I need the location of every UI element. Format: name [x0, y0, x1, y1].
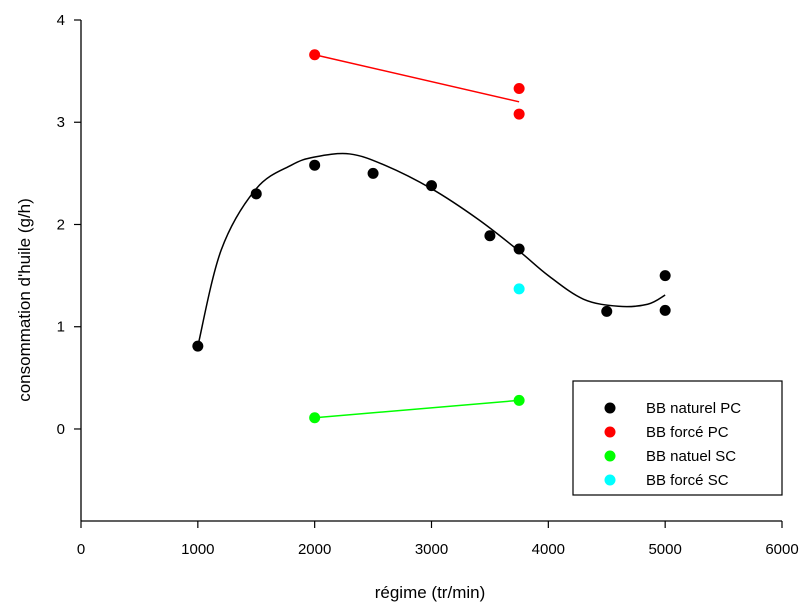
- y-tick-label: 2: [57, 216, 65, 233]
- y-tick-label: 4: [57, 12, 65, 29]
- data-points: [192, 49, 671, 424]
- x-tick-label: 2000: [298, 541, 331, 558]
- point-bb-forc-pc: [309, 49, 321, 61]
- legend: BB naturel PC BB forcé PC BB natuel SC BB f…: [572, 380, 783, 496]
- legend-label-bb-forc-sc: BB forcé SC: [646, 472, 729, 489]
- y-tick-label: 1: [57, 319, 65, 336]
- point-bb-naturel-pc: [250, 188, 262, 200]
- x-tick-label: 0: [77, 541, 85, 558]
- point-bb-naturel-pc: [484, 230, 496, 242]
- legend-marker-bb-forc-sc: [604, 474, 616, 486]
- legend-marker-bb-naturel-pc: [604, 402, 616, 414]
- y-tick-label: 0: [57, 421, 65, 438]
- point-bb-naturel-pc: [601, 305, 613, 317]
- legend-label-bb-natuel-sc: BB natuel SC: [646, 448, 736, 465]
- point-bb-forc-pc: [513, 108, 525, 120]
- fit-line-bb-natuel-sc: [314, 399, 520, 419]
- point-bb-naturel-pc: [367, 167, 379, 179]
- point-bb-natuel-sc: [309, 412, 321, 424]
- y-axis-title: consommation d'huile (g/h): [15, 198, 34, 402]
- x-tick-label: 1000: [181, 541, 214, 558]
- x-tick-label: 3000: [415, 541, 448, 558]
- point-bb-naturel-pc: [659, 270, 671, 282]
- fit-lines: [197, 54, 666, 419]
- y-tick-label: 3: [57, 114, 65, 131]
- point-bb-naturel-pc: [426, 180, 437, 192]
- axes: 0 1000 2000 3000 4000 5000 6000 0 1 2 3 4: [57, 12, 799, 558]
- legend-label-bb-forc-pc: BB forcé PC: [646, 424, 729, 441]
- point-bb-forc-sc: [513, 283, 525, 295]
- point-bb-naturel-pc: [309, 159, 321, 171]
- legend-box: [572, 380, 783, 496]
- point-bb-naturel-pc: [192, 340, 204, 352]
- point-bb-forc-pc: [513, 83, 525, 95]
- x-tick-label: 6000: [765, 541, 798, 558]
- x-tick-label: 5000: [648, 541, 681, 558]
- x-axis-title: régime (tr/min): [375, 583, 486, 602]
- point-bb-naturel-pc: [659, 304, 671, 316]
- legend-marker-bb-forc-pc: [604, 426, 616, 438]
- point-bb-naturel-pc: [513, 243, 525, 255]
- legend-label-bb-naturel-pc: BB naturel PC: [646, 400, 741, 417]
- x-tick-label: 4000: [532, 541, 565, 558]
- legend-marker-bb-natuel-sc: [604, 450, 616, 462]
- point-bb-natuel-sc: [513, 394, 525, 406]
- fit-line-bb-forc-pc: [314, 54, 520, 103]
